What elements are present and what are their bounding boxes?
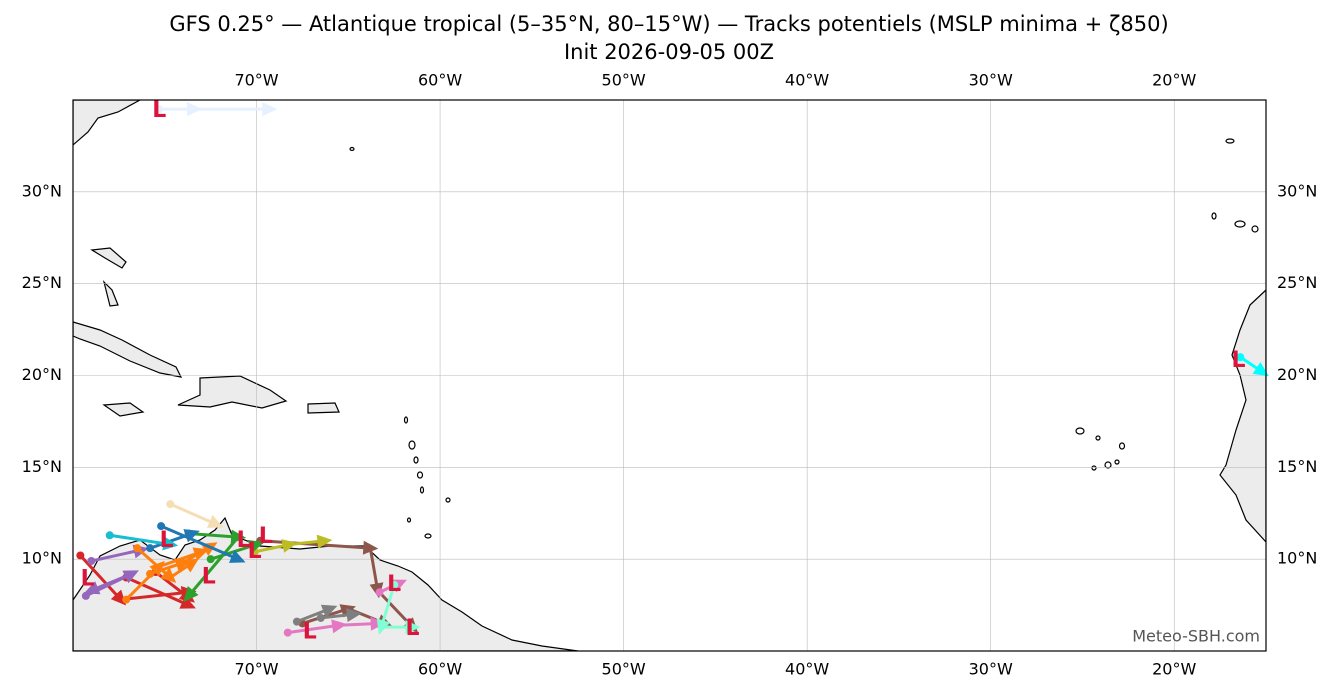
track-point: [146, 569, 155, 578]
track: [260, 539, 414, 629]
map-frame: [72, 99, 1267, 652]
track-point: [390, 580, 399, 589]
jamaica: [102, 402, 145, 417]
x-tick-label: 60°W: [418, 71, 462, 90]
y-tick-label: 30°N: [1277, 181, 1317, 200]
title: GFS 0.25° — Atlantique tropical (5–35°N,…: [169, 12, 1168, 36]
track: [91, 548, 142, 563]
track-point: [87, 557, 96, 566]
arrow-head: [1252, 362, 1269, 377]
y-tick-label: 15°N: [22, 457, 62, 476]
x-tick-label: 30°W: [969, 660, 1013, 679]
africa: [1219, 289, 1266, 543]
arrow-head: [362, 540, 379, 555]
y-tick-label: 25°N: [1277, 273, 1317, 292]
y-tick-label: 10°N: [22, 549, 62, 568]
y-tick-label: 20°N: [1277, 365, 1317, 384]
y-tick-label: 15°N: [1277, 457, 1317, 476]
track: [210, 543, 257, 561]
arrow-head: [331, 619, 348, 634]
x-tick-label: 50°W: [602, 660, 646, 679]
arrow-head: [376, 618, 391, 635]
arrow-head: [160, 567, 177, 583]
arrow-head: [316, 534, 333, 549]
y-tick-label: 10°N: [1277, 549, 1317, 568]
x-tick-label: 20°W: [1152, 71, 1196, 90]
north-america: [73, 100, 141, 146]
subtitle: Init 2026-09-05 00Z: [564, 40, 774, 64]
low-marker: L: [152, 98, 166, 123]
small-islands: [349, 138, 1259, 539]
x-tick-label: 70°W: [234, 660, 278, 679]
y-tick-label: 25°N: [22, 273, 62, 292]
low-marker: L: [303, 620, 317, 645]
arrow-head: [405, 620, 421, 635]
low-marker: L: [160, 528, 174, 553]
track-point: [122, 595, 131, 604]
low-marker: L: [202, 565, 216, 590]
hispaniola: [177, 375, 288, 409]
low-marker: L: [387, 572, 401, 597]
x-tick-label: 50°W: [602, 71, 646, 90]
track: [169, 502, 217, 526]
bahamas: [90, 247, 127, 307]
arrow-head: [179, 595, 196, 609]
y-tick-label: 20°N: [22, 365, 62, 384]
track-point: [206, 555, 215, 564]
arrow-head: [183, 586, 199, 603]
arrow-head: [122, 570, 139, 584]
arrow-head: [247, 539, 265, 554]
cuba: [73, 321, 183, 378]
track-point: [146, 544, 155, 553]
low-marker: L: [237, 528, 251, 553]
arrow-head: [281, 539, 298, 553]
track-point: [76, 551, 85, 560]
track-point: [81, 591, 90, 600]
track-point: [1236, 353, 1245, 362]
arrow-head: [174, 558, 191, 572]
low-marker: L: [259, 524, 273, 549]
arrow-head: [262, 102, 278, 117]
track: [149, 532, 193, 550]
track: [125, 576, 190, 607]
low-marker: L: [81, 566, 95, 591]
track-point: [166, 500, 175, 509]
arrow-head: [320, 604, 338, 618]
x-tick-label: 60°W: [418, 660, 462, 679]
arrow-head: [83, 581, 101, 595]
track-point: [375, 588, 384, 597]
arrow-head: [187, 102, 203, 117]
track: [160, 524, 239, 561]
low-marker: L: [406, 616, 420, 641]
arrow-head: [162, 536, 179, 551]
x-tick-label: 40°W: [785, 71, 829, 90]
track-point: [292, 617, 301, 626]
arrow-head: [206, 515, 224, 528]
arrow-head: [346, 608, 362, 622]
y-tick-label: 30°N: [22, 181, 62, 200]
track-point: [316, 613, 325, 622]
arrow-head: [230, 529, 247, 544]
track-point: [105, 531, 114, 540]
watermark: Meteo-SBH.com: [1132, 627, 1260, 646]
x-tick-label: 20°W: [1152, 660, 1196, 679]
arrow-head: [149, 560, 165, 577]
puerto-rico: [307, 402, 340, 414]
map-layer: 70°W 70°W 60°W 60°W 50°W 50°W 40°W 40°W 30°W 30°W…: [22, 71, 1318, 679]
track-point: [133, 544, 142, 553]
arrow-head: [110, 589, 127, 606]
x-tick-label: 40°W: [785, 660, 829, 679]
x-tick-label: 70°W: [234, 71, 278, 90]
track-point: [155, 105, 164, 114]
low-marker: L: [1231, 348, 1245, 373]
track-point: [157, 522, 166, 531]
track: [109, 533, 171, 546]
low-marker: L: [248, 539, 262, 564]
x-tick-label: 30°W: [969, 71, 1013, 90]
arrow-head: [228, 549, 246, 563]
track-point: [283, 628, 292, 637]
arrow-head: [183, 529, 200, 543]
